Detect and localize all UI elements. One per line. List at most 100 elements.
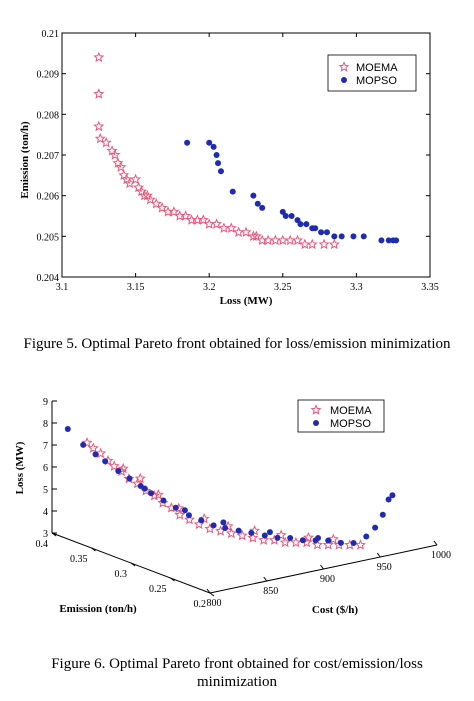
moema-point [240,226,252,237]
mopso-point [261,532,268,539]
moema-point [218,222,230,233]
loss-tick-label: 5 [43,485,48,496]
moema-point [93,51,105,63]
mopso-point [323,229,330,236]
loss-tick-label: 8 [43,419,48,430]
mopso-point [389,492,396,499]
legend-mopso-label: MOPSO [356,75,397,87]
moema-point [233,226,245,237]
loss-tick-label: 9 [43,397,48,408]
mopso-point [181,507,188,514]
mopso-point [337,539,344,546]
mopso-point [297,221,304,228]
moema-point [144,193,156,205]
figure5-chart: 3.1 3.15 3.2 3.25 3.3 3.35 0.204 0.205 0.206 0.20… [19,29,439,307]
mopso-point [229,188,236,195]
mopso-point [266,529,273,536]
cost-tick [206,588,211,594]
figure6-caption-line2: minimization [197,674,277,690]
moema-point [306,238,318,250]
emission-tick-label: 0.35 [70,554,88,565]
mopso-point [210,522,217,529]
moema-point [258,534,270,545]
emission-tick [170,577,175,582]
mopso-point [92,451,99,458]
moema-point [318,238,330,250]
mopso-point [331,233,338,240]
cost-tick-label: 900 [320,574,335,585]
mopso-point [250,192,257,199]
moema-point [152,489,164,500]
mopso-point [303,221,310,228]
figure5-xlabel: Loss (MW) [220,295,273,307]
moema-point [211,218,223,229]
mopso-point [315,535,322,541]
emission-tick [51,532,57,537]
emission-tick [209,592,215,597]
y-tick-label: 0.205 [37,232,60,243]
moema-point [183,513,195,525]
x-tick-label: 3.35 [421,282,439,293]
mopso-point [222,524,229,531]
x-tick-label: 3.25 [274,282,292,293]
moema-point [327,533,339,544]
x-tick-label: 3.3 [350,282,363,293]
figure5-ylabel: Emission (ton/h) [19,121,31,199]
mopso-point [254,200,261,207]
mopso-point [325,537,332,544]
legend-mopso-label: MOPSO [330,418,371,430]
moema-point [322,539,334,550]
mopso-point [102,458,109,465]
moema-point [225,527,237,539]
legend-mopso-marker [313,420,319,426]
cost-tick [263,576,268,582]
cost-tick-label: 850 [263,586,278,597]
moema-point [100,136,112,148]
y-tick-label: 0.208 [37,110,60,121]
mopso-point [350,539,357,546]
moema-point [130,173,142,185]
moema-point [247,230,259,242]
moema-point [115,161,127,172]
legend-moema-label: MOEMA [330,405,372,417]
moema-point [133,181,145,193]
cost-tick-label: 800 [207,598,222,609]
x-tick-label: 3.15 [127,282,145,293]
moema-point [250,230,262,242]
mopso-point [215,160,222,167]
mopso-point [282,213,289,219]
mopso-point [385,496,392,503]
mopso-point [217,168,224,175]
y-tick-label: 0.207 [37,151,60,162]
emission-tick-label: 0.2 [194,599,207,610]
moema-point [277,234,289,246]
moema-point [81,436,93,448]
moema-point [168,206,180,217]
moema-point [247,532,259,543]
moema-point [262,234,274,246]
moema-point [328,238,340,250]
moema-point [87,442,99,453]
moema-point [118,169,130,181]
mopso-point [213,152,220,158]
figure6-xlabel: Cost ($/h) [312,604,358,616]
mopso-point [299,537,306,544]
mopso-point [287,534,294,541]
moema-point [109,149,121,160]
figure5-caption: Figure 5. Optimal Pareto front obtained … [23,336,451,352]
emission-tick-label: 0.3 [115,569,128,580]
x-tick-label: 3.2 [203,282,216,293]
figure6-zlabel: Emission (ton/h) [59,603,137,615]
legend-moema-marker [338,61,350,72]
moema-point [131,477,143,489]
moema-point [138,189,150,201]
moema-point [94,132,106,144]
moema-point [197,214,209,225]
moema-point [290,536,302,548]
mopso-point [385,237,392,244]
figure5-plot-area: 3.1 3.15 3.2 3.25 3.3 3.35 0.204 0.205 0.206 0.20… [37,29,439,293]
loss-tick-label: 4 [43,507,48,518]
mopso-point [274,534,281,541]
x-tick-label: 3.1 [56,282,69,293]
